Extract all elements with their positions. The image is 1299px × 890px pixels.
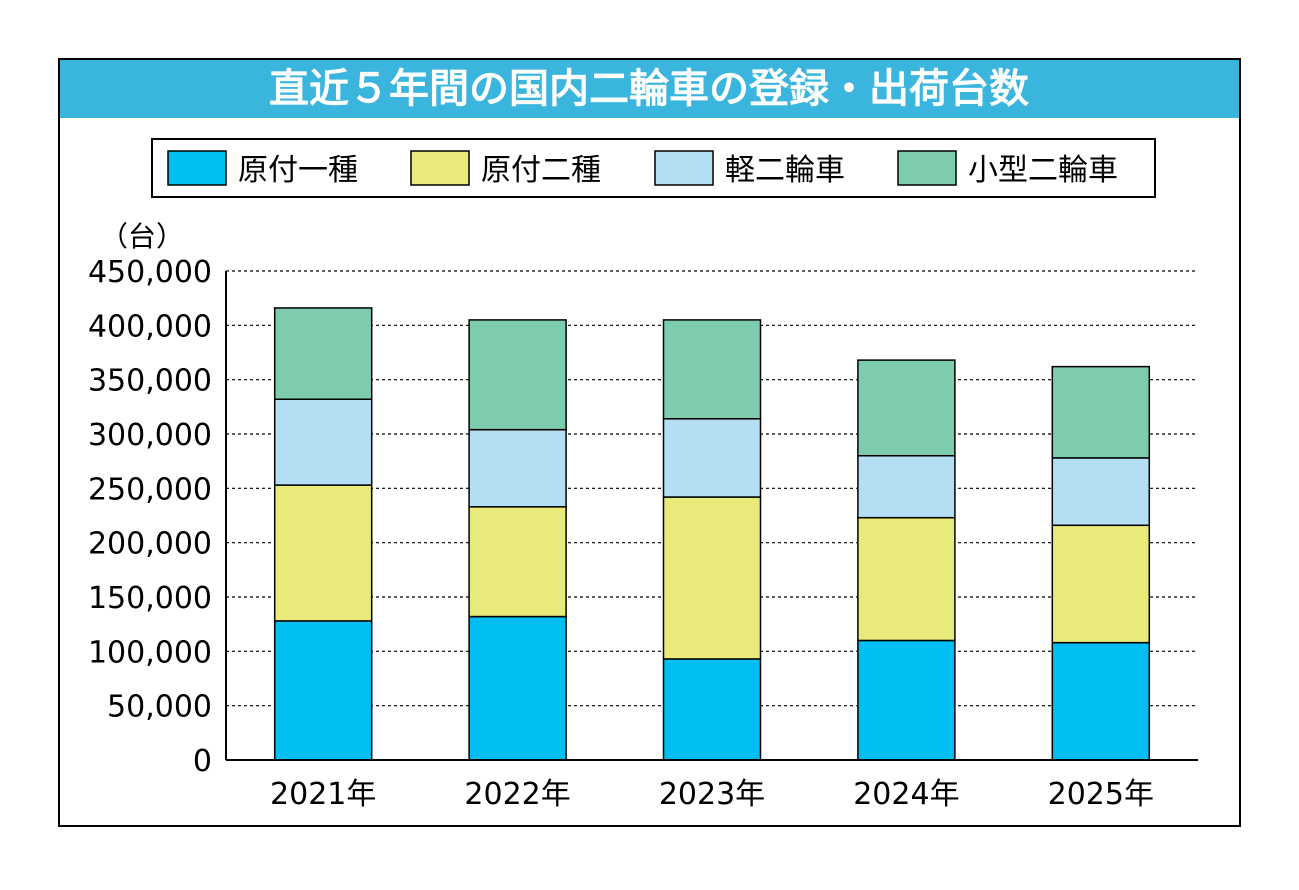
legend-label: 原付一種 [238,153,358,188]
x-tick-label: 2023年 [659,777,765,812]
bars [273,307,1151,761]
y-tick-label: 450,000 [88,255,212,290]
legend-label: 小型二輪車 [968,153,1118,188]
legend-swatch [410,150,470,186]
legend-label: 軽二輪車 [725,153,845,188]
bar-segment [273,620,373,761]
y-tick-label: 200,000 [88,527,212,562]
legend-swatch [654,150,714,186]
bar-segment [468,428,567,508]
bar-segment [662,319,762,420]
bar-segment [1051,457,1151,527]
x-tick-label: 2025年 [1048,777,1154,812]
y-tick-label: 350,000 [88,364,212,399]
bar-segment [468,319,567,431]
bar-segment [662,658,762,761]
legend-swatch [897,150,957,186]
y-tick-label: 400,000 [88,309,212,344]
y-tick-label: 150,000 [88,581,212,616]
y-axis-ticks: 0 50,000 100,000 150,000 200,000 250,000 300,0… [88,255,212,779]
legend: 原付一種 原付二種 軽二輪車 小型二輪車 [167,150,1118,188]
bar-segment [1051,365,1151,459]
bar-segment [857,454,956,519]
y-tick-label: 50,000 [107,690,212,725]
y-tick-label: 250,000 [88,472,212,507]
bar-segment [857,516,956,642]
x-tick-label: 2024年 [853,777,959,812]
y-tick-label: 300,000 [88,418,212,453]
bar-segment [857,639,956,761]
bar-segment [662,496,762,660]
y-tick-label: 100,000 [88,635,212,670]
legend-swatch [167,150,227,186]
x-tick-label: 2021年 [270,777,376,812]
bar-segment [662,418,762,498]
x-tick-label: 2022年 [464,777,570,812]
y-axis-unit: （台） [100,220,184,253]
bar-segment [273,484,373,622]
bar-segment [468,506,567,618]
y-tick-label: 0 [193,744,212,779]
bar-segment [273,398,373,486]
legend-label: 原付二種 [481,153,601,188]
bar-segment [273,307,373,400]
bar-segment [857,359,956,457]
chart-title: 直近５年間の国内二輪車の登録・出荷台数 [269,66,1029,112]
bar-segment [468,615,567,761]
title-bar [60,60,1239,118]
legend-box [151,138,1156,198]
bar-segment [1051,641,1151,761]
x-axis-ticks: 2021年 2022年 2023年 2024年 2025年 [270,777,1154,812]
bar-segment [1051,524,1151,644]
